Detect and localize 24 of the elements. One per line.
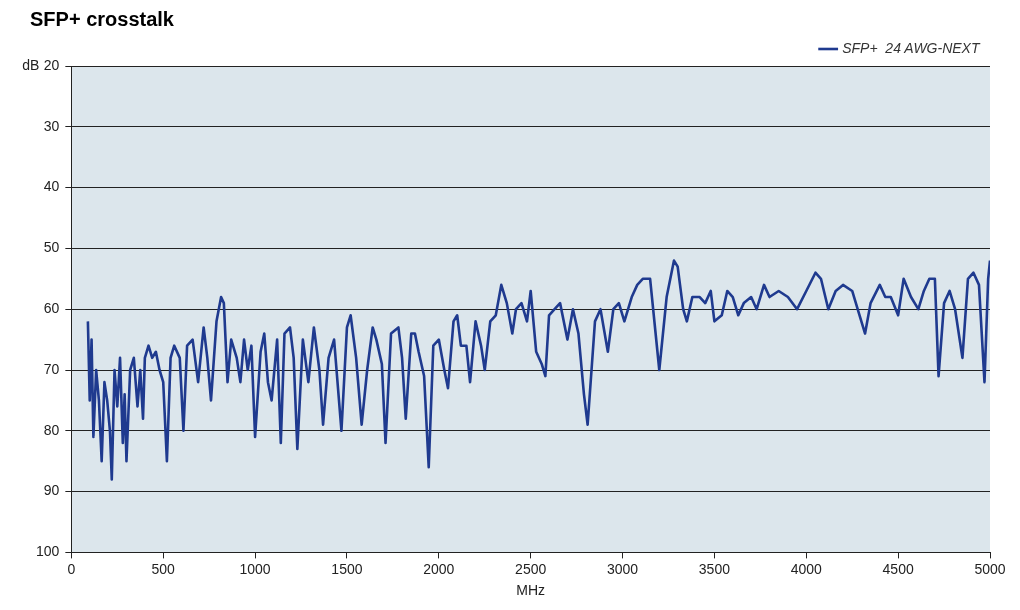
y-tick-label: 100 [36, 543, 60, 560]
y-tick-label: 70 [43, 360, 60, 377]
x-axis-title: MHz [516, 582, 546, 599]
y-tick-label: 60 [43, 300, 60, 317]
x-tick-label: 4000 [790, 560, 823, 577]
y-axis-title: dB [22, 56, 40, 73]
x-tick-label: 4500 [882, 560, 914, 577]
x-tick-label: 3500 [698, 560, 731, 577]
chart-title: SFP+ crosstalk [30, 7, 175, 30]
x-tick-label: 500 [151, 560, 176, 577]
x-tick-label: 2000 [423, 560, 455, 577]
y-tick-label: 90 [43, 482, 60, 499]
x-tick-label: 0 [67, 560, 76, 577]
x-tick-label: 5000 [974, 560, 1006, 577]
y-tick-label: 50 [43, 239, 60, 256]
legend-label: SFP+ 24 AWG-NEXT [842, 39, 981, 56]
x-tick-label: 3000 [606, 560, 639, 577]
y-tick-label: 20 [43, 56, 60, 73]
y-tick-label: 80 [43, 421, 60, 438]
y-tick-label: 30 [43, 117, 60, 134]
x-tick-label: 1500 [331, 560, 363, 577]
x-tick-label: 2500 [515, 560, 547, 577]
x-tick-label: 1000 [239, 560, 271, 577]
y-tick-label: 40 [43, 178, 60, 195]
